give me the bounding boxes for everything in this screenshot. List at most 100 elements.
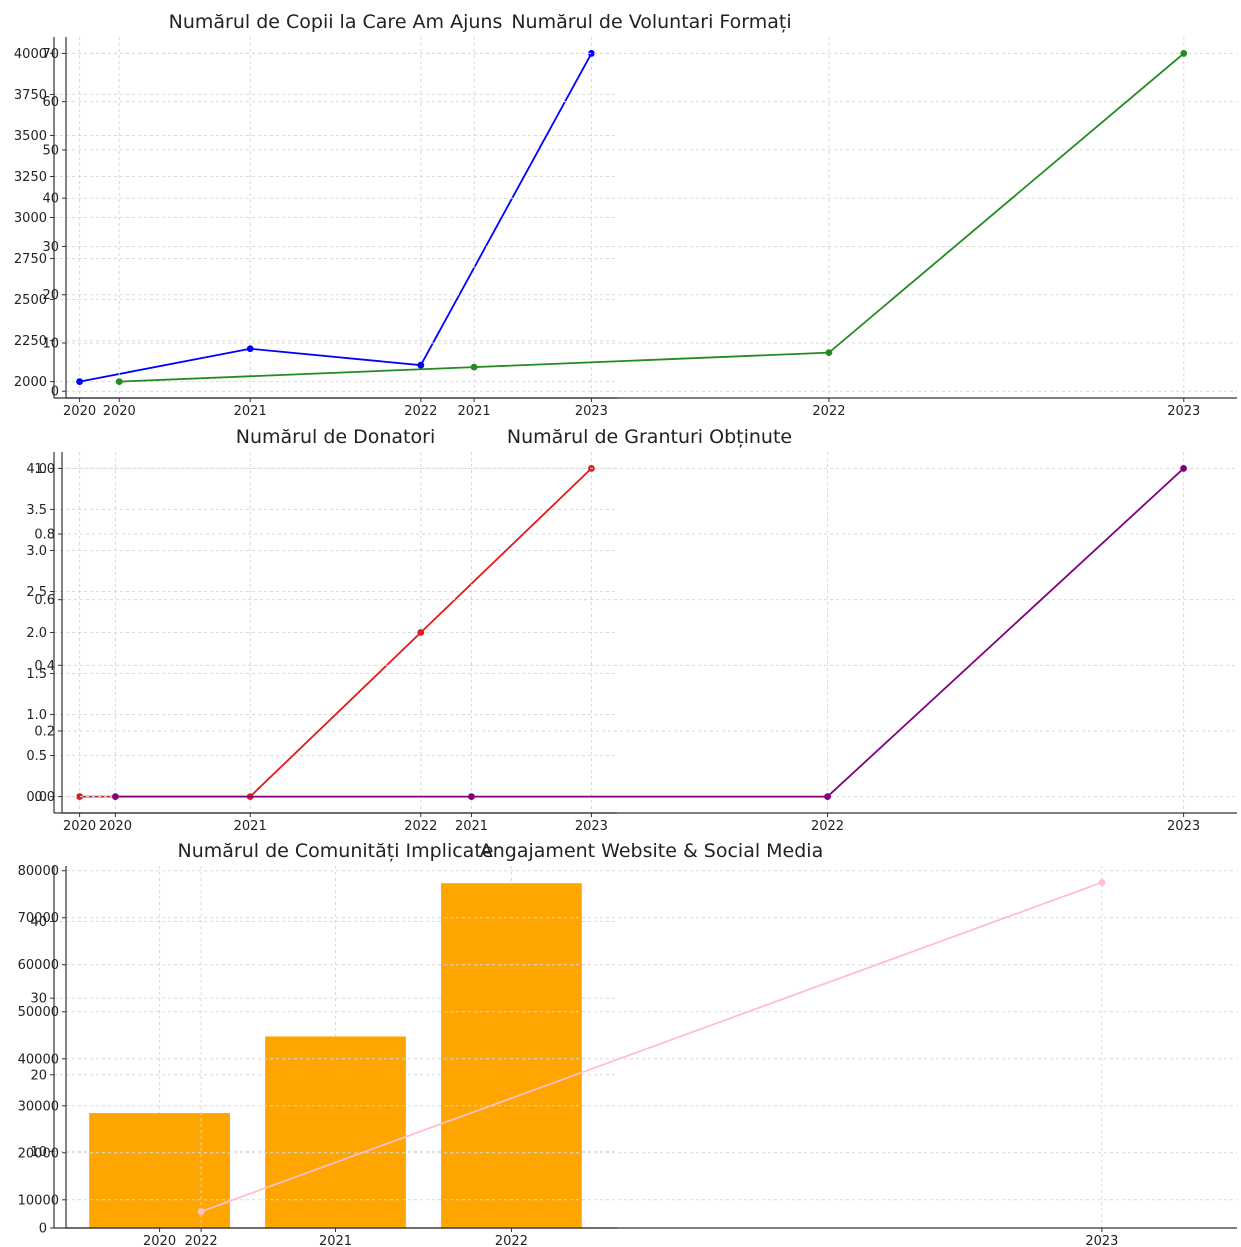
y-tick-label: 50 [42,143,59,158]
y-tick-label: 1.0 [26,708,47,723]
x-tick-label: 2023 [575,404,608,419]
y-tick-label: 60 [42,95,59,110]
data-point [115,378,123,385]
chart-title: Angajament Website & Social Media [480,840,823,862]
x-tick-label: 2023 [1167,404,1200,419]
y-tick-label: 30 [30,992,47,1007]
series-line [200,881,1103,1213]
x-tick-label: 2020 [63,819,96,834]
data-point [197,1208,205,1215]
data-point [825,349,833,357]
x-tick-label: 2022 [812,404,845,419]
chart-svg: Numărul de Copii la Care Am Ajuns 2000 225… [14,11,617,419]
y-tick-label: 20000 [18,1146,59,1161]
y-tick-label: 0.5 [26,749,47,764]
chart-title: Numărul de Voluntari Formați [511,11,791,33]
x-tick-label: 2021 [458,404,491,419]
y-tick-label: 30 [42,240,59,255]
data-point [417,361,425,369]
y-tick-label: 2000 [14,375,47,390]
y-tick-label: 10 [42,336,59,351]
y-tick-label: 0.2 [34,724,55,739]
chart-svg: Angajament Website & Social Media 10000 20… [18,840,1237,1247]
y-tick-label: 70000 [18,911,59,926]
y-tick-label: 1.0 [34,462,55,477]
y-tick-label: 10000 [18,1193,59,1208]
y-tick-label: 3750 [14,88,47,103]
chart-svg: Numărul de Granturi Obținute 0.0 0.2 0.4 0.6… [34,426,1237,834]
y-tick-label: 0.4 [34,659,55,674]
data-point [824,793,831,800]
chart-svg: Numărul de Donatori 0.0 0.5 1.0 1.5 2.0 2.5 3.0… [26,426,617,834]
y-tick-label: 40 [42,192,59,207]
y-tick-label: 60000 [18,958,59,973]
x-tick-label: 2023 [1085,1234,1118,1247]
x-tick-label: 2023 [1167,819,1200,834]
y-tick-label: 4000 [14,47,47,62]
x-tick-label: 2020 [103,404,136,419]
y-tick-label: 70 [42,47,59,62]
y-tick-label: 2500 [14,293,47,308]
chart-title: Numărul de Copii la Care Am Ajuns [169,11,503,33]
chart-voluntari: Numărul de Voluntari Formați 0 10 20 30 40 50 6… [42,0,1241,419]
chart-svg: Numărul de Comunități Implicate 0 10 20 30 40… [30,840,617,1247]
y-tick-label: 3500 [14,129,47,144]
x-tick-label: 2021 [455,819,488,834]
x-tick-label: 2022 [185,1234,218,1247]
y-tick-label: 0 [51,385,59,400]
chart-comunitati: Numărul de Comunități Implicate 0 10 20 30 40… [0,830,620,1247]
y-tick-label: 3250 [14,170,47,185]
bar [89,1113,230,1228]
x-tick-label: 2022 [404,819,437,834]
y-tick-label: 0.6 [34,593,55,608]
bar [265,1036,406,1228]
y-tick-label: 0.0 [34,790,55,805]
data-point [1180,50,1188,57]
y-tick-label: 4.0 [26,462,47,477]
y-tick-label: 1.5 [26,667,47,682]
chart-angajament: Angajament Website & Social Media 10000 20… [18,830,1241,1247]
y-tick-label: 50000 [18,1005,59,1020]
y-tick-label: 80000 [18,864,59,879]
y-tick-label: 20 [42,288,59,303]
y-tick-label: 3.5 [26,503,47,518]
data-point [470,363,478,371]
y-tick-label: 10 [30,1145,47,1160]
x-tick-label: 2022 [404,404,437,419]
data-point [468,793,475,800]
data-point [417,629,425,636]
data-point [588,50,595,57]
chart-title: Numărul de Granturi Obținute [507,426,792,448]
chart-granturi: Numărul de Granturi Obținute 0.0 0.2 0.4 0.6… [34,415,1241,834]
chart-svg: Numărul de Voluntari Formați 0 10 20 30 40 50 6… [42,11,1237,419]
bar [441,883,582,1228]
x-tick-label: 2020 [63,404,96,419]
series-line [119,52,1185,383]
y-tick-label: 0 [39,1222,47,1237]
chart-donatori: Numărul de Donatori 0.0 0.5 1.0 1.5 2.0 2.5 3.0… [0,415,620,834]
y-tick-label: 2250 [14,334,47,349]
series-line [79,52,593,383]
y-tick-label: 2.0 [26,626,47,641]
x-tick-label: 2020 [143,1234,176,1247]
x-tick-label: 2022 [495,1234,528,1247]
y-tick-label: 0.8 [34,528,55,543]
y-tick-label: 40000 [18,1052,59,1067]
y-tick-label: 3.0 [26,544,47,559]
series-line [115,467,1185,798]
x-tick-label: 2021 [319,1234,352,1247]
data-point [246,345,254,353]
y-tick-label: 30000 [18,1099,59,1114]
y-tick-label: 20 [30,1068,47,1083]
y-tick-label: 2750 [14,252,47,267]
x-tick-label: 2021 [234,819,267,834]
chart-title: Numărul de Comunități Implicate [178,840,494,862]
x-tick-label: 2020 [99,819,132,834]
data-point [76,793,83,800]
data-point [76,378,83,385]
y-tick-label: 40 [30,915,47,930]
chart-copii: Numărul de Copii la Care Am Ajuns 2000 225… [0,0,620,419]
data-point [112,793,119,800]
data-point [1180,465,1187,472]
